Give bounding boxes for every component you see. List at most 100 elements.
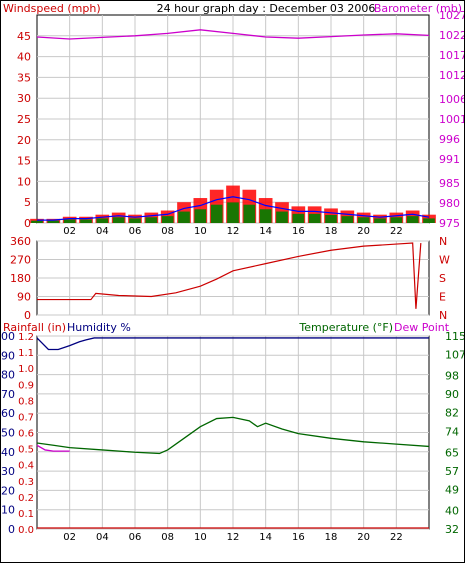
wind-min-bar <box>227 202 239 223</box>
wind-min-bar <box>292 214 304 223</box>
barometer-tick-label: 1006 <box>439 93 464 106</box>
direction-tick-label: 180 <box>10 272 31 285</box>
x-tick-label: 04 <box>96 226 109 237</box>
x-tick-label: 04 <box>96 532 109 543</box>
rainfall-tick-label: 1.1 <box>18 348 34 359</box>
x-tick-label: 20 <box>357 226 370 237</box>
wind-min-bar <box>358 217 370 223</box>
wind-min-bar <box>194 209 206 223</box>
x-tick-label: 06 <box>129 226 142 237</box>
wind-min-bar <box>162 216 174 223</box>
x-tick-label: 08 <box>161 532 174 543</box>
compass-tick-label: S <box>439 272 446 285</box>
x-tick-label: 06 <box>129 532 142 543</box>
compass-tick-label: E <box>439 291 446 304</box>
humidity-tick-label: 20 <box>1 484 15 497</box>
humidity-axis-label: Humidity % <box>67 321 131 334</box>
chart-title: 24 hour graph day : December 03 2006 <box>157 2 376 15</box>
x-tick-label: 22 <box>390 532 403 543</box>
x-tick-label: 02 <box>63 532 76 543</box>
x-tick-label: 14 <box>259 532 272 543</box>
wind-min-bar <box>145 217 157 223</box>
wind-min-bar <box>276 212 288 223</box>
temperature-tick-label: 90 <box>445 388 459 401</box>
rainfall-tick-label: 0.5 <box>18 445 34 456</box>
windspeed-tick-label: 20 <box>17 134 31 147</box>
windspeed-tick-label: 10 <box>17 175 31 188</box>
direction-tick-label: 0 <box>24 309 31 322</box>
barometer-tick-label: 1017 <box>439 49 464 62</box>
x-tick-label: 10 <box>194 226 207 237</box>
humidity-tick-label: 80 <box>1 369 15 382</box>
x-tick-label: 16 <box>292 532 305 543</box>
wind-min-bar <box>64 220 76 223</box>
barometer-tick-label: 980 <box>439 197 460 210</box>
temperature-tick-label: 57 <box>445 465 459 478</box>
x-tick-label: 02 <box>63 226 76 237</box>
x-tick-label: 22 <box>390 226 403 237</box>
barometer-tick-label: 1012 <box>439 69 464 82</box>
x-tick-label: 18 <box>325 532 338 543</box>
temperature-tick-label: 74 <box>445 425 459 438</box>
wind-min-bar <box>325 215 337 223</box>
wind-min-bar <box>390 217 402 223</box>
wind-min-bar <box>178 212 190 223</box>
direction-tick-label: 270 <box>10 254 31 267</box>
wind-min-bar <box>113 217 125 223</box>
rainfall-tick-label: 0.2 <box>18 493 34 504</box>
windspeed-tick-label: 0 <box>24 217 31 230</box>
wind-min-bar <box>80 220 92 223</box>
barometer-tick-label: 1001 <box>439 113 464 126</box>
x-tick-label: 08 <box>161 226 174 237</box>
wind-min-bar <box>341 216 353 223</box>
wind-min-bar <box>243 205 255 223</box>
x-tick-label: 14 <box>259 226 272 237</box>
wind-min-bar <box>31 221 43 223</box>
rainfall-tick-label: 0.1 <box>18 509 34 520</box>
windspeed-tick-label: 30 <box>17 92 31 105</box>
windspeed-tick-label: 5 <box>24 196 31 209</box>
wind-min-bar <box>129 218 141 223</box>
humidity-tick-label: 40 <box>1 446 15 459</box>
compass-tick-label: N <box>439 235 447 248</box>
windspeed-tick-label: 15 <box>17 155 31 168</box>
barometer-tick-label: 1022 <box>439 29 464 42</box>
humidity-tick-label: 0 <box>8 523 15 536</box>
humidity-tick-label: 100 <box>1 330 15 343</box>
rainfall-tick-label: 1.2 <box>18 332 34 343</box>
direction-tick-label: 360 <box>10 235 31 248</box>
direction-tick-label: 90 <box>17 291 31 304</box>
wind-min-bar <box>211 205 223 223</box>
windspeed-axis-label: Windspeed (mph) <box>3 2 101 15</box>
temperature-tick-label: 107 <box>445 349 464 362</box>
x-tick-label: 18 <box>325 226 338 237</box>
x-tick-label: 16 <box>292 226 305 237</box>
rainfall-tick-label: 0.8 <box>18 396 34 407</box>
temperature-tick-label: 115 <box>445 330 464 343</box>
windspeed-tick-label: 45 <box>17 30 31 43</box>
humidity-tick-label: 90 <box>1 349 15 362</box>
x-tick-label: 10 <box>194 532 207 543</box>
rainfall-tick-label: 0.3 <box>18 477 34 488</box>
humidity-tick-label: 50 <box>1 427 15 440</box>
temperature-tick-label: 65 <box>445 446 459 459</box>
temperature-tick-label: 98 <box>445 370 459 383</box>
dewpoint-axis-label: Dew Point <box>394 321 450 334</box>
x-tick-label: 20 <box>357 532 370 543</box>
x-tick-label: 12 <box>227 226 240 237</box>
compass-tick-label: N <box>439 309 447 322</box>
wind-min-bar <box>96 218 108 223</box>
barometer-tick-label: 991 <box>439 153 460 166</box>
windspeed-tick-label: 25 <box>17 113 31 126</box>
temperature-axis-label: Temperature (°F) <box>298 321 393 334</box>
rainfall-tick-label: 1.0 <box>18 364 34 375</box>
windspeed-tick-label: 35 <box>17 71 31 84</box>
wind-min-bar <box>407 216 419 223</box>
humidity-tick-label: 70 <box>1 388 15 401</box>
rainfall-tick-label: 0.7 <box>18 412 34 423</box>
barometer-tick-label: 985 <box>439 177 460 190</box>
wind-min-bar <box>260 209 272 223</box>
wind-min-bar <box>309 214 321 223</box>
